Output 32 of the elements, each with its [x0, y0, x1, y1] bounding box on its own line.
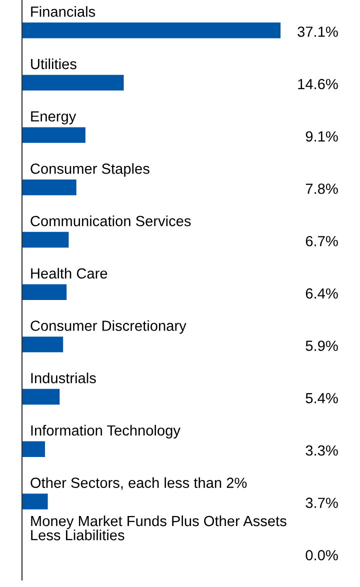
- bar: [22, 284, 67, 300]
- data-label: 14.6%: [298, 78, 338, 90]
- data-label: 9.1%: [306, 131, 338, 142]
- data-label: 3.3%: [306, 445, 338, 456]
- bar: [22, 180, 76, 196]
- bar: [22, 494, 48, 510]
- y-tick-label: Money Market Funds Plus Other Assets Less Liabilities: [31, 515, 286, 540]
- y-tick-label: Utilities: [31, 58, 76, 70]
- data-label: 37.1%: [298, 26, 338, 37]
- y-tick-label: Communication Services: [30, 216, 191, 226]
- y-tick-label: Health Care: [31, 268, 108, 279]
- data-label: 7.8%: [306, 184, 338, 194]
- bar: [22, 74, 124, 91]
- data-label: 5.9%: [306, 340, 338, 351]
- y-tick-label: Financials: [31, 6, 96, 17]
- data-label: 3.7%: [306, 498, 338, 508]
- bar: [22, 22, 281, 38]
- bar: [22, 232, 69, 248]
- y-tick-label: Industrials: [31, 372, 96, 384]
- y-tick-label: Other Sectors, each less than 2%: [30, 477, 247, 490]
- bar: [22, 388, 60, 405]
- data-label: 6.7%: [306, 236, 338, 246]
- bar: [22, 336, 64, 352]
- y-tick-label: Consumer Discretionary: [30, 320, 186, 334]
- y-tick-label: Energy: [31, 111, 76, 124]
- data-label: 6.4%: [306, 288, 338, 299]
- bar: [22, 127, 86, 143]
- bar: [22, 441, 45, 457]
- y-tick-label: Consumer Staples: [30, 163, 150, 177]
- data-label: 5.4%: [306, 393, 338, 404]
- data-label: 0.0%: [306, 550, 338, 560]
- y-tick-label: Information Technology: [31, 424, 180, 439]
